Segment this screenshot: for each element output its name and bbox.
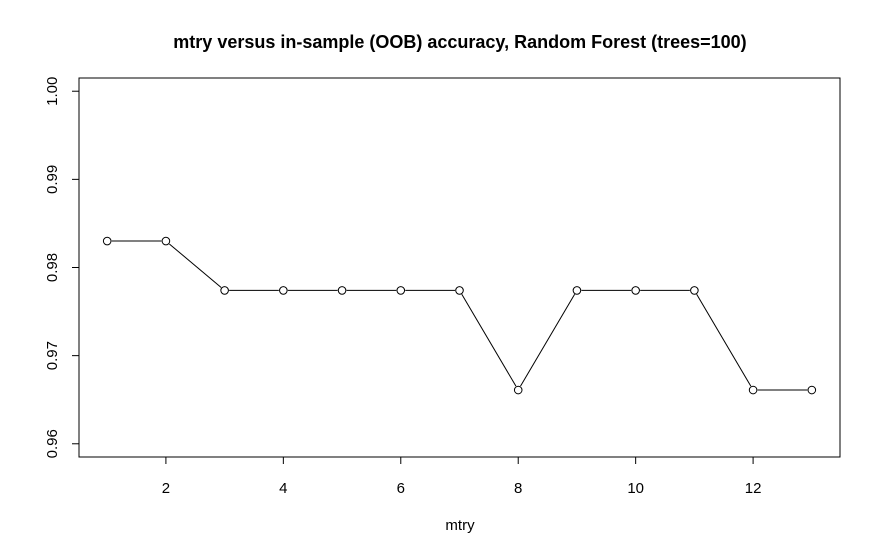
data-point	[161, 236, 171, 246]
series-line-segment	[461, 294, 517, 387]
data-point	[748, 385, 758, 395]
series-layer	[102, 236, 817, 395]
x-axis-label: mtry	[445, 517, 475, 534]
data-point	[220, 286, 229, 295]
series-line-segment	[520, 294, 576, 387]
y-tick-label: 0.99	[44, 165, 61, 194]
x-tick-label: 10	[627, 480, 644, 497]
data-point	[690, 286, 699, 295]
plot-area-frame	[78, 77, 841, 458]
x-tick-label: 8	[514, 480, 522, 497]
y-tick-label: 0.97	[44, 341, 61, 370]
x-axis: 2 4 6 8 10 12	[162, 456, 762, 497]
x-tick-label: 6	[397, 480, 405, 497]
y-tick-label: 0.96	[44, 429, 61, 458]
y-axis: 0.96 0.97 0.98 0.99 1.00	[44, 77, 80, 458]
data-point	[572, 286, 582, 295]
data-point	[807, 385, 817, 395]
x-tick-label: 4	[279, 480, 287, 497]
chart-title: mtry versus in-sample (OOB) accuracy, Ra…	[173, 32, 746, 52]
data-point	[279, 286, 288, 295]
y-tick-label: 0.98	[44, 253, 61, 282]
data-point	[396, 286, 406, 295]
series-line-segment	[169, 243, 222, 288]
data-point	[337, 286, 347, 295]
data-point	[631, 286, 640, 295]
data-point	[102, 236, 112, 246]
data-point	[455, 286, 464, 295]
y-tick-label: 1.00	[44, 77, 61, 106]
series-line-segment	[696, 294, 752, 387]
x-tick-label: 12	[745, 480, 762, 497]
data-point	[513, 385, 523, 395]
x-tick-label: 2	[162, 480, 170, 497]
